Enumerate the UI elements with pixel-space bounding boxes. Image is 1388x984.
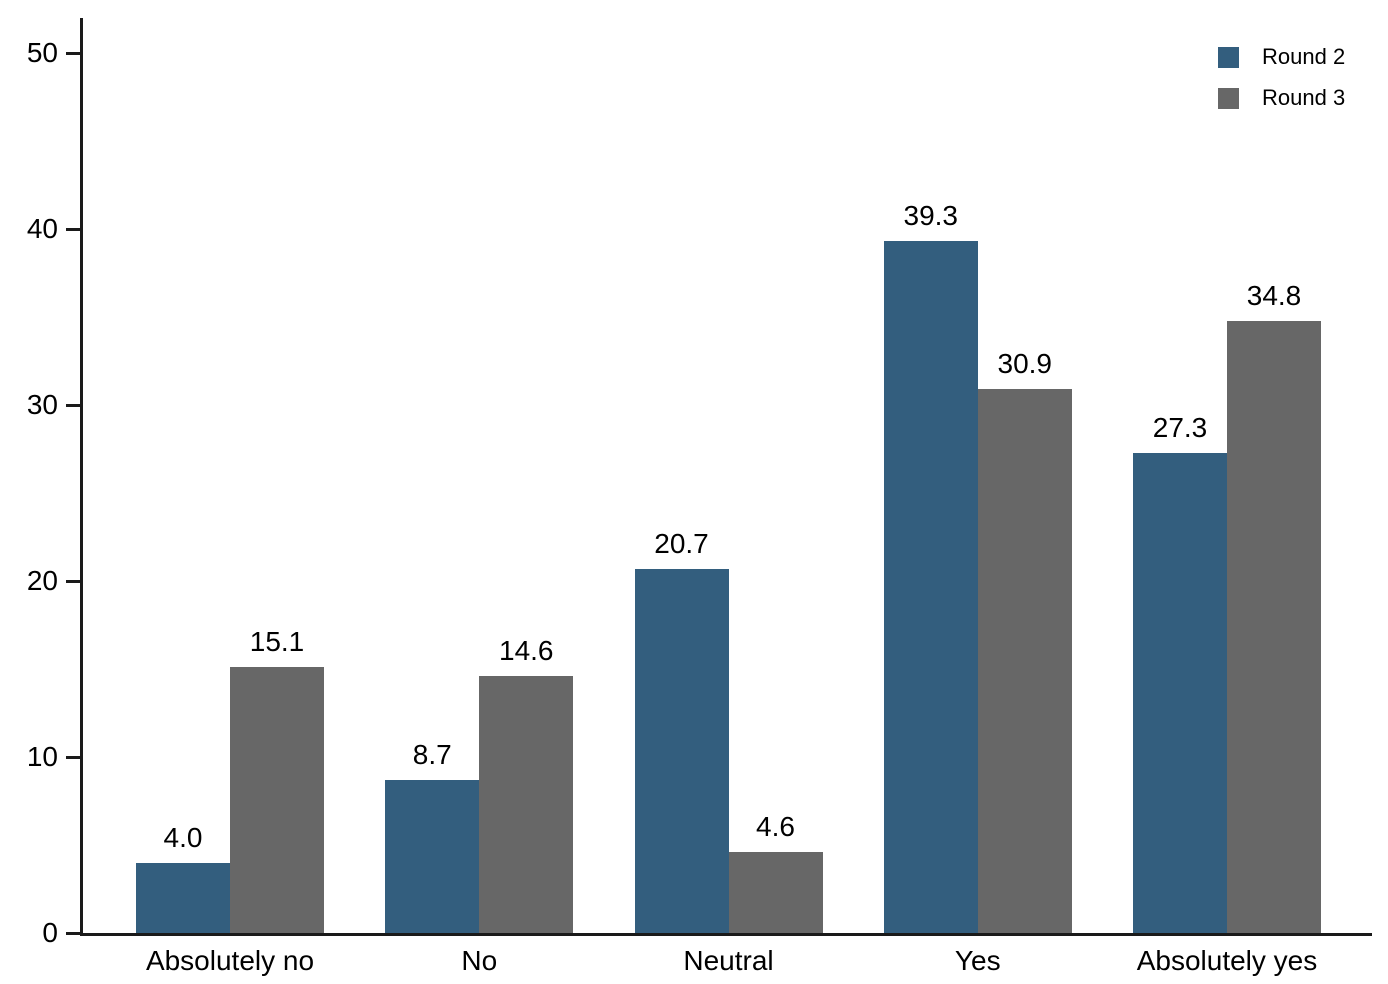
y-axis-tick-label-0: 0 bbox=[42, 917, 58, 948]
bar-round-2-no bbox=[385, 779, 480, 933]
bar-round-2-absolutely-no bbox=[136, 862, 230, 933]
bar-value-label-round-3-neutral: 4.6 bbox=[756, 811, 795, 843]
bar-round-2-neutral bbox=[634, 568, 729, 933]
y-axis-tick-mark-0 bbox=[66, 932, 80, 935]
x-axis-category-label-no: No bbox=[461, 945, 498, 976]
bar-round-3-absolutely-yes bbox=[1227, 320, 1321, 933]
bar-value-label-round-2-neutral: 20.7 bbox=[654, 527, 709, 559]
y-axis-tick-mark-30 bbox=[66, 404, 80, 407]
y-axis-tick-label-30: 30 bbox=[26, 389, 58, 420]
y-axis-tick-label-40: 40 bbox=[26, 213, 58, 244]
legend-swatch-round-2 bbox=[1218, 46, 1239, 68]
bar-value-label-round-3-absolutely-yes: 34.8 bbox=[1246, 279, 1302, 311]
bar-value-label-round-3-yes: 30.9 bbox=[997, 348, 1053, 380]
bar-round-2-yes bbox=[883, 241, 978, 933]
bar-value-label-round-2-yes: 39.3 bbox=[903, 200, 959, 232]
bar-round-3-neutral bbox=[728, 852, 823, 933]
x-axis-category-label-absolutely-no: Absolutely no bbox=[145, 945, 315, 976]
y-axis-tick-mark-20 bbox=[66, 580, 80, 583]
x-axis-category-label-absolutely-yes: Absolutely yes bbox=[1136, 945, 1318, 976]
bar-value-label-round-3-no: 14.6 bbox=[499, 635, 554, 667]
y-axis-line bbox=[80, 18, 83, 936]
legend-swatch-round-3 bbox=[1218, 87, 1239, 109]
legend-label-round-2: Round 2 bbox=[1262, 44, 1346, 69]
bar-value-label-round-3-absolutely-no: 15.1 bbox=[249, 626, 305, 658]
y-axis-tick-label-50: 50 bbox=[26, 37, 58, 68]
y-axis-tick-label-20: 20 bbox=[26, 565, 58, 596]
y-axis-tick-mark-50 bbox=[66, 52, 80, 55]
bar-value-label-round-2-absolutely-no: 4.0 bbox=[163, 821, 203, 853]
x-axis-line bbox=[80, 933, 1372, 936]
bar-value-label-round-2-no: 8.7 bbox=[412, 738, 452, 770]
legend-item-round-3: Round 3 bbox=[1218, 85, 1345, 111]
legend-item-round-2: Round 2 bbox=[1218, 44, 1345, 70]
x-axis-category-label-yes: Yes bbox=[954, 945, 1001, 976]
bar-round-3-absolutely-no bbox=[230, 667, 324, 933]
y-axis-tick-mark-40 bbox=[66, 228, 80, 231]
y-axis-tick-mark-10 bbox=[66, 756, 80, 759]
y-axis-tick-label-10: 10 bbox=[26, 741, 58, 772]
legend-label-round-3: Round 3 bbox=[1262, 85, 1346, 110]
bar-round-2-absolutely-yes bbox=[1133, 452, 1227, 933]
x-axis-category-label-neutral: Neutral bbox=[683, 945, 774, 976]
bar-value-label-round-2-absolutely-yes: 27.3 bbox=[1152, 411, 1208, 443]
bar-round-3-no bbox=[479, 676, 574, 933]
bar-round-3-yes bbox=[977, 389, 1072, 933]
legend: Round 2 Round 3 bbox=[1218, 44, 1345, 111]
